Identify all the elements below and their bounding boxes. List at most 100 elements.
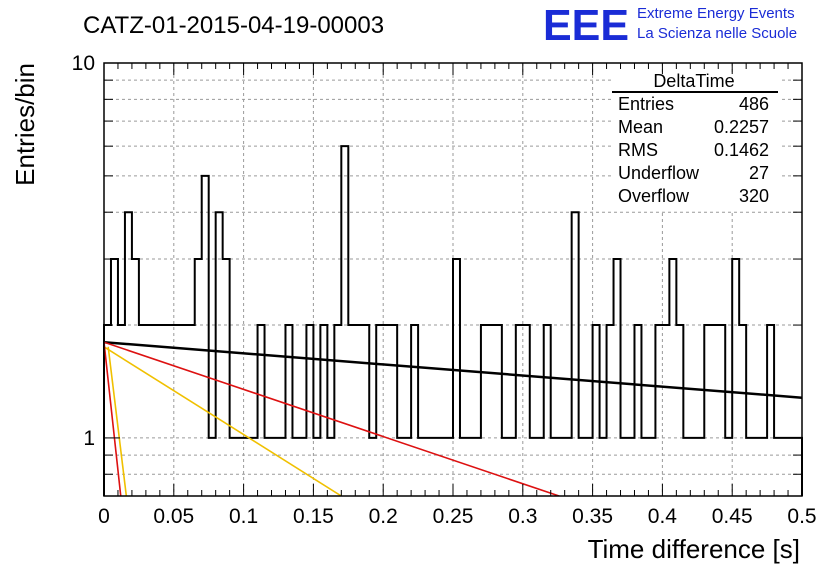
x-tick-label: 0.25 (433, 505, 474, 528)
histogram-bin (795, 438, 802, 496)
histogram-bin (739, 325, 746, 496)
histogram-bin (607, 325, 614, 496)
histogram-bin (621, 438, 628, 496)
x-tick-labels: 0 0.05 0.1 0.15 0.2 0.25 0.3 0.35 0.4 0.45 0.5 (98, 505, 816, 528)
histogram-bin (174, 325, 181, 496)
histogram-bin (634, 325, 641, 496)
histogram-bin (369, 438, 376, 496)
histogram-bin (272, 438, 279, 496)
fit-line (104, 346, 342, 496)
histogram-bin (753, 438, 760, 496)
stats-box: DeltaTime Entries 486 Mean 0.2257 RMS 0.1462 U… (612, 71, 780, 210)
axes (103, 62, 803, 497)
histogram-bin (376, 325, 383, 496)
histogram-bin (704, 325, 711, 496)
histogram-bin (160, 325, 167, 496)
y-axis-label: Entries/bin (10, 63, 40, 186)
y-tick-label: 10 (72, 52, 95, 75)
histogram-bin (544, 325, 551, 496)
stats-row-label: Entries (618, 94, 674, 114)
histogram-bin (188, 325, 195, 496)
histogram-bin (502, 438, 509, 496)
histogram-bars (103, 145, 803, 496)
histogram-bin (614, 259, 621, 496)
histogram-bin (586, 438, 593, 496)
histogram-bin (760, 438, 767, 496)
histogram-bin (195, 259, 202, 496)
histogram-bin (383, 325, 390, 496)
histogram-bin (600, 438, 607, 496)
histogram-bin (565, 438, 572, 496)
histogram-bin (648, 438, 655, 496)
histogram-bin (690, 438, 697, 496)
histogram-bin (558, 438, 565, 496)
eee-logo: EEE Extreme Energy Events La Scienza nel… (543, 1, 797, 50)
histogram-bin (237, 438, 244, 496)
histogram-bin (202, 176, 209, 496)
histogram-bin (572, 212, 579, 496)
histogram-bin (788, 438, 795, 496)
histogram-bin (209, 438, 216, 496)
histogram-bin (593, 325, 600, 496)
histogram-bin (362, 325, 369, 496)
histogram-bin (258, 325, 265, 496)
histogram-bin (516, 325, 523, 496)
histogram-bin (216, 212, 223, 496)
histogram-bin (683, 438, 690, 496)
y-tick-label: 1 (83, 427, 95, 450)
histogram-bin (285, 325, 292, 496)
histogram-bin (153, 325, 160, 496)
histogram-bin (669, 259, 676, 496)
histogram-bin (334, 325, 341, 496)
x-tick-label: 0.2 (369, 505, 398, 528)
stats-row-label: Mean (618, 117, 663, 137)
stats-row-label: RMS (618, 140, 658, 160)
histogram-bin (495, 325, 502, 496)
histogram-bin (411, 325, 418, 496)
histogram-bin (425, 438, 432, 496)
x-tick-label: 0.1 (229, 505, 258, 528)
histogram-bin (244, 438, 251, 496)
fit-line (104, 341, 560, 496)
x-tick-label: 0.5 (787, 505, 816, 528)
histogram-bin (746, 438, 753, 496)
histogram-bin (397, 438, 404, 496)
histogram-bin (767, 325, 774, 496)
histogram-bin (132, 259, 139, 496)
histogram-bin (446, 438, 453, 496)
x-axis-label: Time difference [s] (588, 534, 800, 564)
histogram-bin (523, 325, 530, 496)
histogram-bin (230, 438, 237, 496)
stats-row-value: 0.2257 (714, 117, 769, 137)
histogram-bin (320, 325, 327, 496)
stats-title: DeltaTime (653, 71, 734, 91)
histogram-bin (341, 146, 348, 496)
histogram-bin (390, 325, 397, 496)
histogram-bin (125, 212, 132, 496)
histogram-bin (725, 438, 732, 496)
histogram-bin (299, 438, 306, 496)
y-tick-labels: 1 10 (72, 52, 95, 450)
histogram-bin (460, 438, 467, 496)
logo-line1: Extreme Energy Events (637, 5, 795, 22)
x-tick-label: 0.35 (572, 505, 613, 528)
histogram-bin (662, 325, 669, 496)
histogram-bin (432, 438, 439, 496)
stats-row-value: 320 (739, 186, 769, 206)
histogram-bin (439, 438, 446, 496)
stats-row-label: Overflow (618, 186, 690, 206)
histogram-bin (167, 325, 174, 496)
histogram-bin (146, 325, 153, 496)
fit-line (104, 342, 122, 496)
histogram-bin (732, 259, 739, 496)
histogram-bin (711, 325, 718, 496)
histogram-bin (781, 438, 788, 496)
histogram-bin (181, 325, 188, 496)
histogram-bin (279, 438, 286, 496)
histogram-bin (313, 438, 320, 496)
histogram-bin (223, 259, 230, 496)
histogram-bin (676, 325, 683, 496)
histogram-bin (641, 438, 648, 496)
histogram-bin (488, 325, 495, 496)
fit-line (107, 346, 128, 496)
